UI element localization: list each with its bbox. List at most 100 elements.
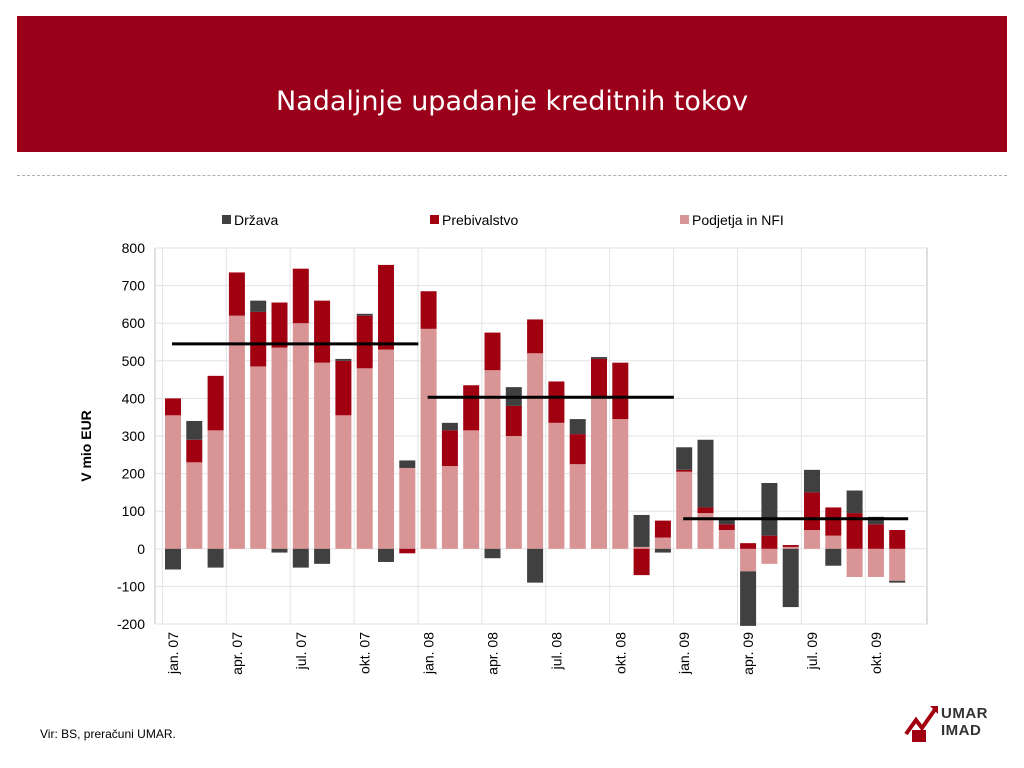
bar-segment [186,462,203,549]
bar-segment [527,319,544,354]
y-axis-label: V mio EUR [78,410,94,482]
bar-segment [676,447,693,470]
bar-segment [697,507,714,514]
x-tick-label: okt. 09 [868,632,884,674]
source-note: Vir: BS, preračuni UMAR. [40,727,176,741]
legend: Država Prebivalstvo Podjetja in NFI [222,212,784,228]
bar-segment [186,420,203,440]
bar-segment [165,548,181,570]
y-tick-label: 800 [122,240,146,256]
y-tick-label: -100 [117,578,145,594]
bar-segment [782,546,799,549]
bar-segment [378,349,394,549]
bar-segment [292,548,309,568]
bar-segment [441,422,458,431]
bar-segment [292,323,309,549]
average-lines [172,342,909,521]
bar-segment [718,518,735,525]
bar-segment [356,315,373,369]
bar-segment [889,548,906,581]
bar-segment [569,434,586,465]
bar-segment [484,332,501,371]
bar-segment [676,469,693,472]
bars [165,264,906,626]
x-axis-ticks: jan. 07 apr. 07 jul. 07 okt. 07 jan. 08 apr. … [165,632,884,675]
bar-segment [867,548,884,577]
bar-segment [399,460,416,468]
x-tick-label: okt. 08 [612,632,628,674]
x-tick-label: jan. 09 [676,632,692,675]
y-tick-label: 700 [122,278,146,294]
bar-segment [761,548,778,564]
y-tick-label: 600 [122,315,146,331]
bar-segment [718,524,735,530]
bar-segment [804,469,820,493]
bar-segment [420,328,437,549]
bar-segment [825,507,842,536]
y-tick-label: 0 [137,541,145,557]
bar-segment [697,439,714,508]
bar-segment [654,537,671,549]
bar-segment [654,548,671,553]
bar-segment [207,548,224,568]
bar-segment [804,492,820,530]
bar-segment [761,483,778,536]
logo-text-umar: UMAR [941,705,988,722]
bar-segment [463,385,480,431]
bar-segment [505,405,522,436]
legend-label: Podjetja in NFI [692,212,784,228]
x-tick-label: apr. 08 [485,632,501,675]
legend-swatch [430,215,439,224]
bar-segment [633,514,650,547]
x-tick-label: jan. 08 [421,632,437,675]
bar-segment [846,513,863,549]
bar-segment [527,548,544,583]
bar-segment [825,535,842,549]
bar-segment [250,300,267,312]
bar-segment [228,315,245,549]
bar-segment [612,362,629,420]
legend-label: Prebivalstvo [442,212,518,228]
bar-segment [378,264,394,350]
bar-segment [591,396,607,549]
bar-segment [740,548,757,572]
x-tick-label: okt. 07 [357,632,373,674]
bar-segment [804,530,820,549]
bar-segment [548,422,565,549]
bar-segment [271,548,288,553]
bar-segment [676,471,693,549]
bar-segment [612,419,629,549]
x-tick-label: jan. 07 [165,632,181,675]
x-tick-label: jul. 08 [548,632,564,671]
bar-segment [314,548,331,564]
x-tick-label: jul. 09 [804,632,820,671]
bar-segment [271,302,288,348]
y-axis-ticks: 800 700 600 500 400 300 200 100 0 -100 -200 [117,240,145,632]
umar-logo: UMAR IMAD [904,704,1004,744]
bar-segment [825,548,842,566]
bar-segment [867,524,884,549]
x-tick-label: jul. 07 [293,632,309,671]
bar-segment [463,430,480,549]
bar-segment [718,530,735,549]
bar-segment [527,353,544,549]
bar-segment [186,439,203,463]
x-tick-label: apr. 09 [740,632,756,675]
bar-segment [867,516,884,525]
bar-segment [740,543,757,549]
bar-segment [441,466,458,549]
bar-segment [782,548,799,608]
bar-segment [782,545,799,547]
y-tick-label: 300 [122,428,146,444]
title-banner: Nadaljnje upadanje kreditnih tokov [17,16,1007,152]
y-tick-label: -200 [117,616,145,632]
y-tick-label: 500 [122,353,146,369]
bar-segment [420,291,437,329]
bar-segment [335,360,352,416]
y-tick-label: 200 [122,466,146,482]
bar-segment [654,520,671,538]
bar-segment [569,419,586,435]
separator-line [17,175,1007,176]
bar-segment [399,467,416,549]
bar-segment [335,358,352,361]
